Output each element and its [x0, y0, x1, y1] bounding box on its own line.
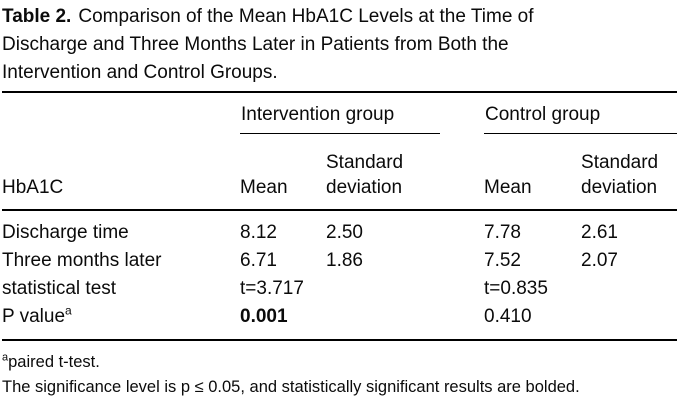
empty-corner-cell	[2, 91, 240, 134]
footnote-marker-a: a	[2, 351, 9, 363]
column-header-row: HbA1C Mean Standard deviation Mean Stand…	[2, 133, 677, 211]
footnote-paired-t-test: apaired t-test.	[2, 350, 677, 375]
control-mean-header: Mean	[484, 133, 582, 211]
group-gap-cell	[440, 91, 485, 134]
table-row-three-months: Three months later 6.71 1.86 7.52 2.07	[2, 247, 677, 275]
cell-intervention-statistic: t=3.717	[240, 278, 304, 299]
table-row-statistical-test: statistical test t=3.717 t=0.835	[2, 275, 677, 303]
row-label: Three months later	[2, 250, 162, 271]
group-header-intervention: Intervention group	[240, 91, 441, 134]
table-number-label: Table 2.	[2, 6, 72, 27]
cell-control-mean: 7.78	[484, 222, 521, 243]
caption-line-3: Intervention and Control Groups.	[2, 62, 278, 83]
table-row-discharge-time: Discharge time 8.12 2.50 7.78 2.61	[2, 210, 677, 247]
hba1c-comparison-table: Intervention group Control group HbA1C M…	[2, 91, 677, 331]
intervention-mean-header: Mean	[240, 133, 326, 211]
cell-intervention-mean: 6.71	[240, 250, 277, 271]
caption-line-2: Discharge and Three Months Later in Pati…	[2, 34, 509, 55]
footnote-marker-a: a	[65, 303, 72, 318]
footnote-significance: The significance level is p ≤ 0.05, and …	[2, 377, 580, 396]
cell-intervention-mean: 8.12	[240, 222, 277, 243]
group-header-row: Intervention group Control group	[2, 91, 677, 134]
cell-intervention-sd: 2.50	[326, 222, 363, 243]
footnote-1-text: paired t-test.	[8, 352, 100, 371]
cell-control-p-value: 0.410	[484, 306, 532, 327]
p-value-label: P value	[2, 306, 66, 327]
row-label: P valuea	[2, 303, 240, 331]
cell-control-mean: 7.52	[484, 250, 521, 271]
control-sd-header: Standard deviation	[581, 133, 677, 211]
cell-control-sd: 2.07	[581, 250, 618, 271]
cell-control-sd: 2.61	[581, 222, 618, 243]
group-header-control: Control group	[484, 91, 677, 134]
cell-intervention-p-value: 0.001	[240, 306, 288, 327]
intervention-sd-header: Standard deviation	[326, 133, 441, 211]
cell-intervention-sd: 1.86	[326, 250, 363, 271]
row-label: Discharge time	[2, 222, 129, 243]
caption-line-1: Table 2. Comparison of the Mean HbA1C Lev…	[2, 3, 677, 31]
gap-cell	[440, 303, 484, 331]
table-footnotes: apaired t-test. The significance level i…	[2, 350, 677, 400]
cell-control-statistic: t=0.835	[484, 278, 548, 299]
gap-cell	[440, 275, 484, 303]
gap-header-cell	[440, 133, 485, 211]
caption-text-1: Comparison of the Mean HbA1C Levels at t…	[78, 6, 534, 27]
table-row-p-value: P valuea 0.001 0.410	[2, 303, 677, 331]
row-label: statistical test	[2, 278, 117, 299]
gap-cell	[440, 210, 484, 247]
table-caption: Table 2. Comparison of the Mean HbA1C Lev…	[2, 3, 677, 87]
row-label-header: HbA1C	[2, 133, 240, 211]
gap-cell	[440, 247, 484, 275]
table-bottom-rule	[2, 338, 677, 341]
